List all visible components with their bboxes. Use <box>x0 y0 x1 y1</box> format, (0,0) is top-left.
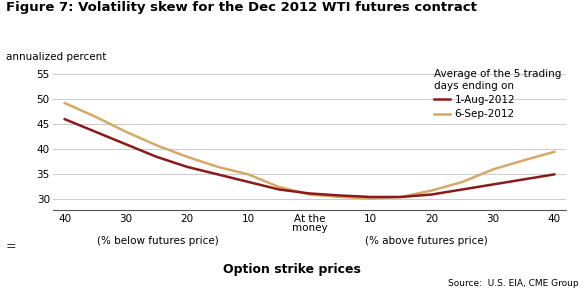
Text: =: = <box>6 240 16 253</box>
Text: (% above futures price): (% above futures price) <box>365 236 488 246</box>
Text: Source:  U.S. EIA, CME Group: Source: U.S. EIA, CME Group <box>447 279 578 288</box>
Text: Option strike prices: Option strike prices <box>223 263 361 276</box>
Text: (% below futures price): (% below futures price) <box>97 236 218 246</box>
Text: Figure 7: Volatility skew for the Dec 2012 WTI futures contract: Figure 7: Volatility skew for the Dec 20… <box>6 1 477 15</box>
Text: annualized percent: annualized percent <box>6 52 106 62</box>
Legend: 1-Aug-2012, 6-Sep-2012: 1-Aug-2012, 6-Sep-2012 <box>430 65 565 123</box>
